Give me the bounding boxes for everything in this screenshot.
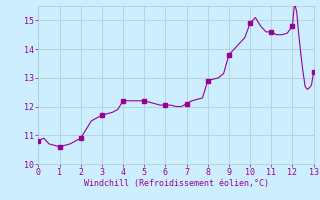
X-axis label: Windchill (Refroidissement éolien,°C): Windchill (Refroidissement éolien,°C) <box>84 179 268 188</box>
